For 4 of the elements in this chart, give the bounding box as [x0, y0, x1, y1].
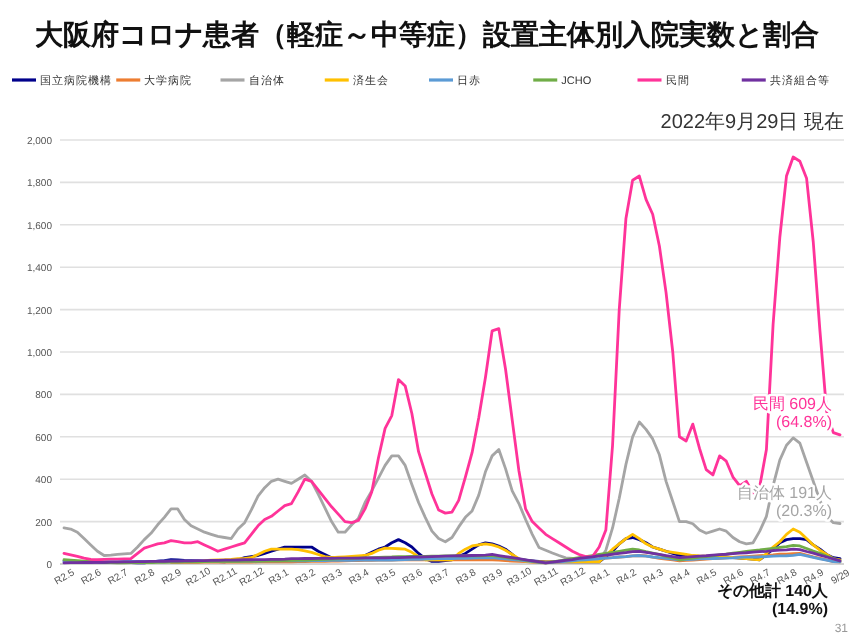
line-series — [62, 155, 842, 562]
text: 2022年9月29日 現在 — [660, 110, 844, 134]
chart-title: 大阪府コロナ患者（軽症～中等症）設置主体別入院実数と割合 — [35, 18, 819, 50]
text: その他計 140人 (14.9%) — [716, 582, 830, 618]
